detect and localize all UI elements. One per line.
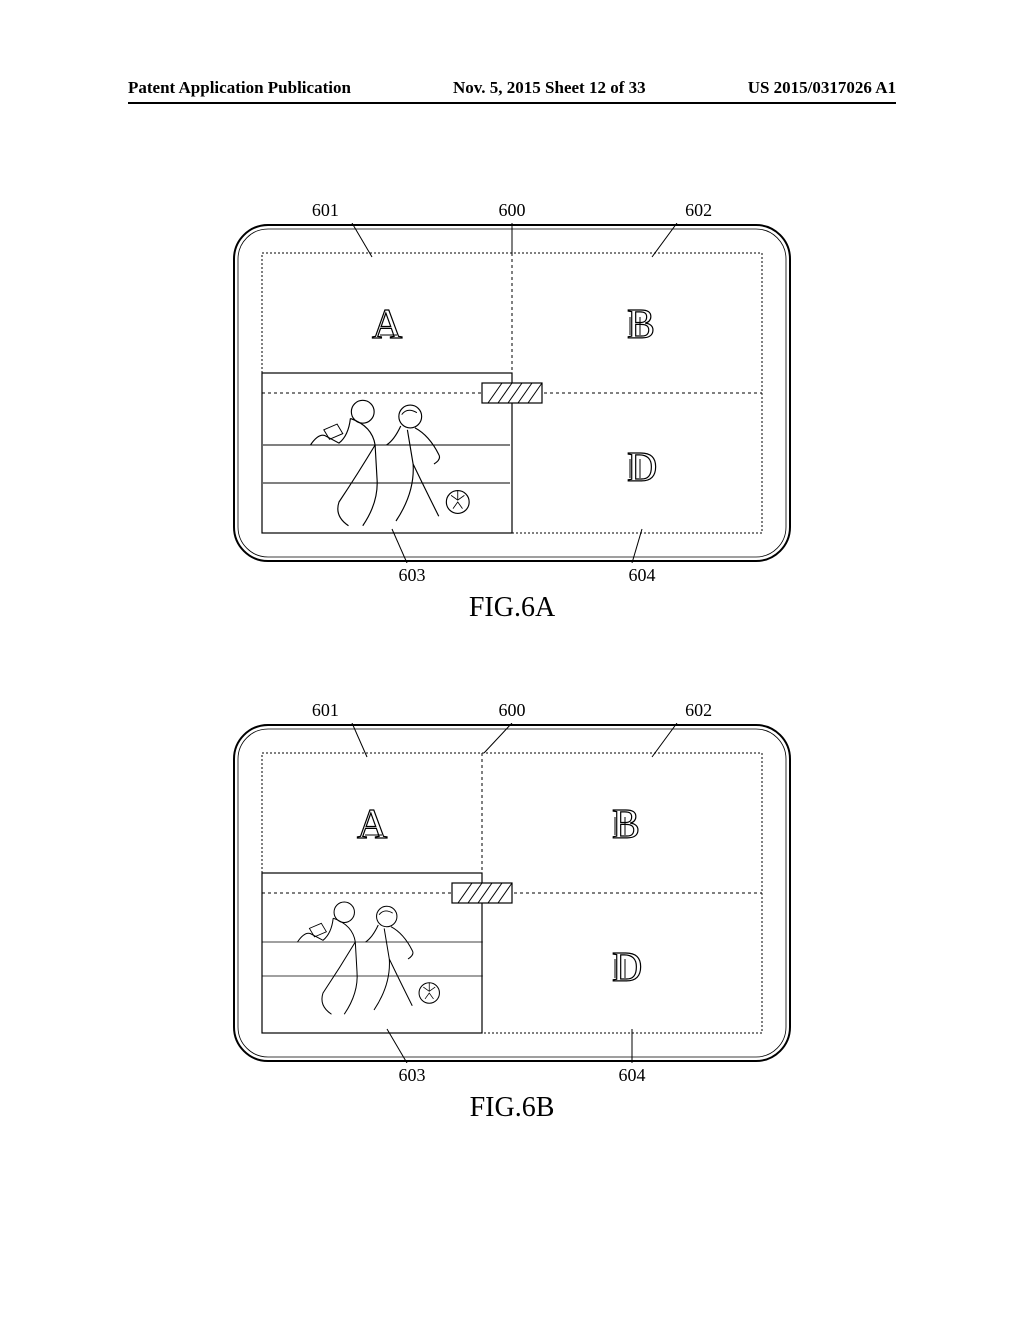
fig6a-refs-top: 601 600 602 — [232, 200, 792, 221]
fig6b-refs-bottom: 603 604 — [232, 1065, 792, 1086]
label-a: A — [357, 802, 388, 848]
fig6b-device: A B D — [232, 723, 792, 1063]
label-d: D — [612, 945, 642, 991]
page-root: Patent Application Publication Nov. 5, 2… — [0, 0, 1024, 1320]
svg-text:B: B — [627, 302, 655, 348]
label-d: D — [627, 445, 657, 491]
leader-603 — [392, 529, 407, 563]
fig6b-caption: FIG.6B — [232, 1092, 792, 1124]
fig6a-caption: FIG.6A — [232, 592, 792, 624]
leader-604 — [632, 529, 642, 563]
svg-text:A: A — [357, 802, 388, 848]
label-b: B — [627, 302, 655, 348]
svg-text:D: D — [627, 445, 657, 491]
leader-600 — [484, 723, 512, 753]
header-right: US 2015/0317026 A1 — [748, 78, 896, 98]
ref-602: 602 — [669, 200, 729, 221]
svg-text:A: A — [372, 302, 403, 348]
svg-text:B: B — [612, 802, 640, 848]
svg-text:D: D — [612, 945, 642, 991]
ref-600: 600 — [482, 200, 542, 221]
soccer-players-icon — [263, 400, 510, 525]
ref-602: 602 — [669, 700, 729, 721]
leader-601 — [352, 723, 367, 757]
label-b: B — [612, 802, 640, 848]
region-c-solid — [262, 873, 482, 1033]
soccer-players-icon — [262, 902, 483, 1014]
drag-handle — [482, 383, 542, 403]
drag-handle — [452, 883, 512, 903]
fig6a-device: A B D — [232, 223, 792, 563]
ref-604: 604 — [612, 565, 672, 586]
figure-6b: 601 600 602 A B — [232, 700, 792, 1124]
leader-602 — [652, 723, 677, 757]
ref-603: 603 — [382, 565, 442, 586]
leader-603 — [387, 1029, 407, 1063]
ref-603: 603 — [382, 1065, 442, 1086]
figure-6a: 601 600 602 A — [232, 200, 792, 624]
ref-601: 601 — [295, 700, 355, 721]
ref-600: 600 — [482, 700, 542, 721]
region-c-solid — [262, 373, 512, 533]
header-left: Patent Application Publication — [128, 78, 351, 98]
leader-602 — [652, 223, 677, 257]
label-a: A — [372, 302, 403, 348]
leader-601 — [352, 223, 372, 257]
ref-604: 604 — [602, 1065, 662, 1086]
ref-601: 601 — [295, 200, 355, 221]
page-header: Patent Application Publication Nov. 5, 2… — [128, 78, 896, 98]
header-rule — [128, 102, 896, 104]
header-center: Nov. 5, 2015 Sheet 12 of 33 — [453, 78, 646, 98]
fig6b-refs-top: 601 600 602 — [232, 700, 792, 721]
fig6a-refs-bottom: 603 604 — [232, 565, 792, 586]
